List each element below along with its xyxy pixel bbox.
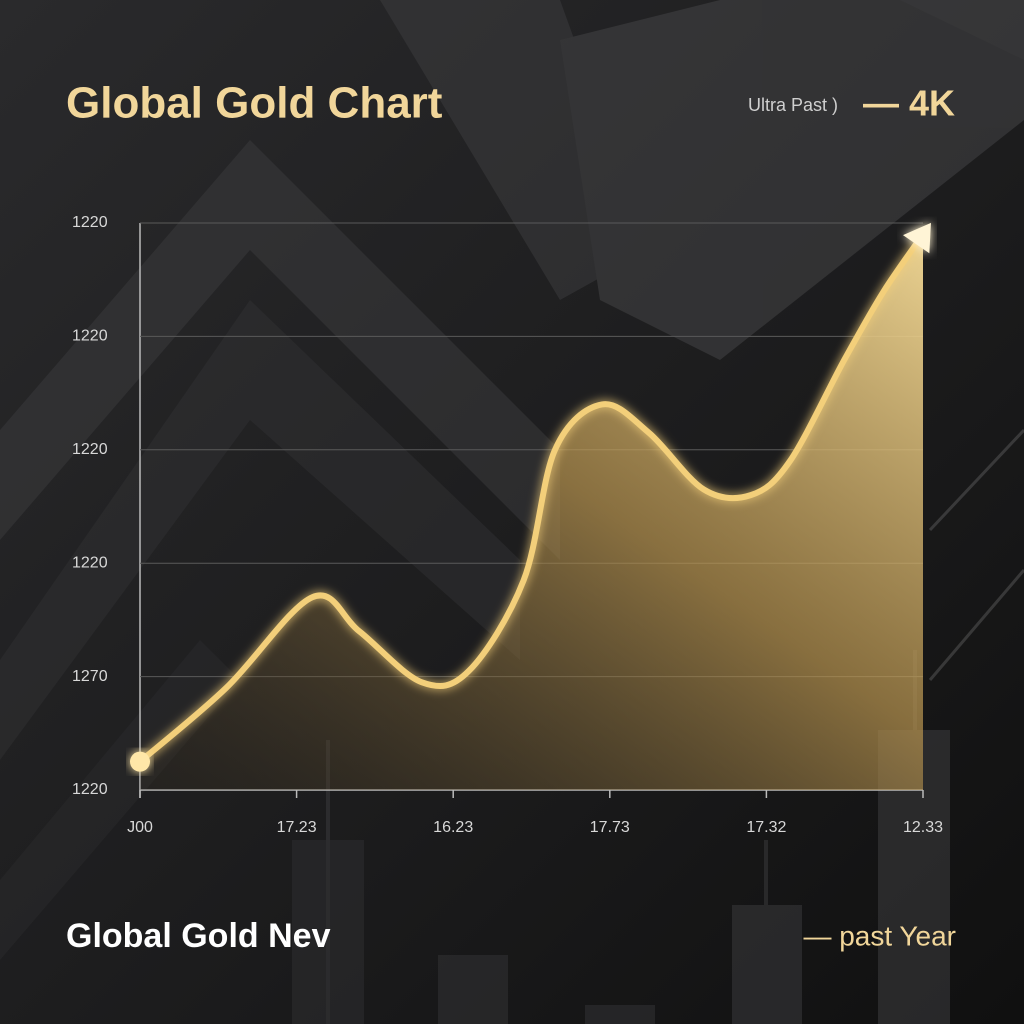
- x-tick-label: 12.33: [903, 819, 943, 836]
- y-tick-label: 1220: [72, 554, 108, 571]
- area: [140, 234, 923, 791]
- badge-value: — 4K: [863, 83, 955, 124]
- chart-title: Global Gold Chart: [66, 79, 443, 128]
- y-tick-label: 1220: [72, 441, 108, 458]
- x-tick-label: 16.23: [433, 819, 473, 836]
- start-dot: [130, 751, 150, 772]
- x-tick-label: 17.73: [590, 819, 630, 836]
- y-tick-label: 1220: [72, 214, 108, 231]
- x-tick-label: 17.32: [746, 819, 786, 836]
- y-tick-label: 1220: [72, 328, 108, 345]
- y-tick-label: 1270: [72, 668, 108, 685]
- x-tick-label: 17.23: [277, 819, 317, 836]
- y-tick-label: 1220: [72, 781, 108, 798]
- x-tick-label: J00: [127, 819, 153, 836]
- line: [137, 231, 926, 765]
- arrow-head: [903, 222, 931, 254]
- footer-brand: Global Gold Nev: [66, 917, 331, 955]
- badge-label: Ultra Past ): [748, 95, 838, 115]
- footer-legend: — past Year: [803, 920, 956, 951]
